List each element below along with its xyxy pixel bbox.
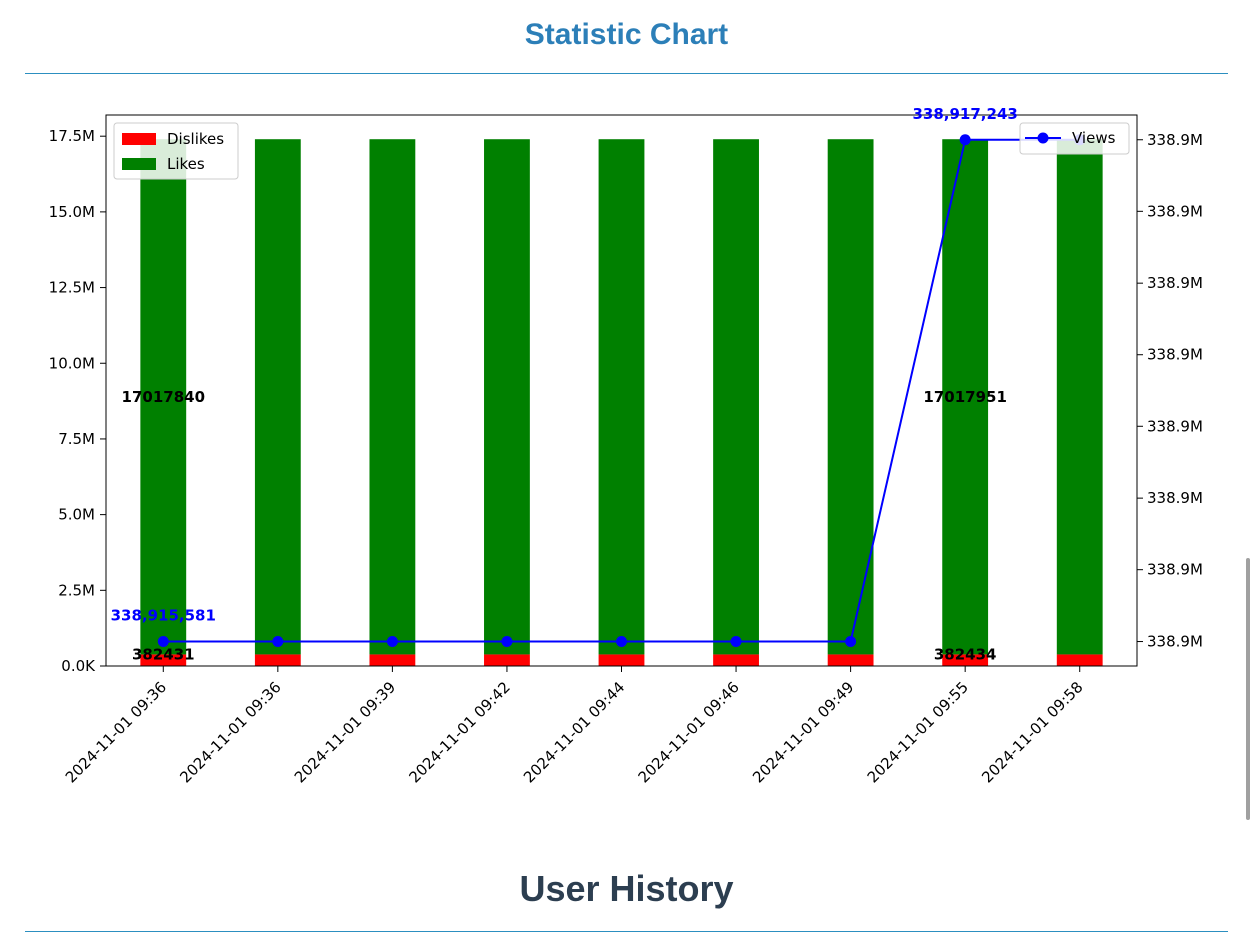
views-point: [845, 636, 857, 648]
right-tick-label: 338.9M: [1147, 561, 1203, 579]
dislikes-legend-swatch: [122, 133, 156, 145]
left-tick-label: 7.5M: [58, 430, 95, 448]
right-tick-label: 338.9M: [1147, 202, 1203, 220]
likes-value-label: 17017951: [923, 388, 1007, 406]
views-point: [386, 636, 398, 648]
dislikes-bar: [713, 654, 759, 666]
left-tick-label: 17.5M: [49, 127, 95, 145]
dislikes-bar: [484, 654, 530, 666]
likes-bar: [942, 139, 989, 655]
data-annotations: 17017840 382431 17017951 382434 338,915,581 3…: [111, 105, 1018, 664]
left-y-axis: 0.0K 2.5M 5.0M 7.5M 10.0M 12.5M 15.0M 17.5M: [49, 127, 106, 675]
user-history-heading: User History: [519, 868, 734, 909]
views-value-label: 338,917,243: [912, 105, 1017, 123]
x-tick-label: 2024-11-01 09:55: [864, 678, 972, 786]
dislikes-bar: [1056, 654, 1103, 666]
x-tick-label: 2024-11-01 09:46: [635, 678, 743, 786]
bar-layer: [140, 139, 1103, 666]
likes-bar: [369, 139, 416, 655]
x-tick-label: 2024-11-01 09:39: [291, 678, 399, 786]
views-legend-label: Views: [1072, 129, 1116, 147]
page-scrollbar[interactable]: [1246, 558, 1250, 820]
left-tick-label: 10.0M: [49, 354, 95, 372]
views-point: [157, 636, 169, 648]
legend-box: [1019, 122, 1130, 155]
right-tick-label: 338.9M: [1147, 131, 1203, 149]
views-point: [730, 636, 742, 648]
x-tick-label: 2024-11-01 09:42: [405, 678, 513, 786]
dislikes-bar: [254, 654, 301, 666]
x-tick-label: 2024-11-01 09:58: [978, 678, 1086, 786]
history-divider: [25, 931, 1228, 932]
legend-likes-dislikes: Dislikes Likes: [113, 122, 239, 180]
likes-bar: [598, 139, 645, 655]
dislikes-bar: [369, 654, 416, 666]
left-tick-label: 5.0M: [58, 506, 95, 524]
left-tick-label: 12.5M: [49, 279, 95, 297]
right-y-axis: 338.9M 338.9M 338.9M 338.9M 338.9M 338.9M 338.…: [1137, 131, 1203, 651]
likes-value-label: 17017840: [122, 388, 206, 406]
dislikes-value-label: 382431: [132, 645, 195, 663]
likes-legend-label: Likes: [167, 155, 205, 173]
views-line-layer: [157, 134, 1086, 648]
views-point: [272, 636, 284, 648]
right-tick-label: 338.9M: [1147, 346, 1203, 364]
left-tick-label: 0.0K: [61, 657, 96, 675]
right-tick-label: 338.9M: [1147, 633, 1203, 651]
likes-bar: [827, 139, 874, 655]
views-value-label: 338,915,581: [111, 607, 216, 625]
x-axis: 2024-11-01 09:36 2024-11-01 09:36 2024-11-…: [62, 666, 1087, 786]
views-legend-marker: [1037, 132, 1049, 144]
likes-bar: [254, 139, 301, 655]
x-tick-label: 2024-11-01 09:36: [62, 678, 170, 786]
dislikes-bar: [140, 654, 187, 666]
left-tick-label: 15.0M: [49, 203, 95, 221]
likes-bar: [713, 139, 759, 655]
right-tick-label: 338.9M: [1147, 274, 1203, 292]
right-tick-label: 338.9M: [1147, 489, 1203, 507]
likes-bar: [140, 139, 187, 655]
x-tick-label: 2024-11-01 09:49: [749, 678, 857, 786]
dislikes-bar: [598, 654, 645, 666]
views-point: [501, 636, 513, 648]
dislikes-value-label: 382434: [934, 645, 997, 663]
dislikes-bar: [827, 654, 874, 666]
likes-bar: [484, 139, 530, 655]
likes-legend-swatch: [122, 158, 156, 170]
x-tick-label: 2024-11-01 09:36: [176, 678, 284, 786]
left-tick-label: 2.5M: [58, 581, 95, 599]
dislikes-bar: [942, 654, 989, 666]
right-tick-label: 338.9M: [1147, 417, 1203, 435]
x-tick-label: 2024-11-01 09:44: [520, 678, 628, 786]
likes-bar: [1056, 139, 1103, 655]
legend-views: Views: [1019, 122, 1130, 155]
statistic-chart: 0.0K 2.5M 5.0M 7.5M 10.0M 12.5M 15.0M 17.5M 338…: [49, 105, 1203, 787]
views-point: [959, 134, 971, 146]
chart-section-heading: Statistic Chart: [524, 18, 729, 51]
views-point: [616, 636, 627, 648]
dislikes-legend-label: Dislikes: [167, 130, 224, 148]
heading-divider: [25, 73, 1228, 74]
